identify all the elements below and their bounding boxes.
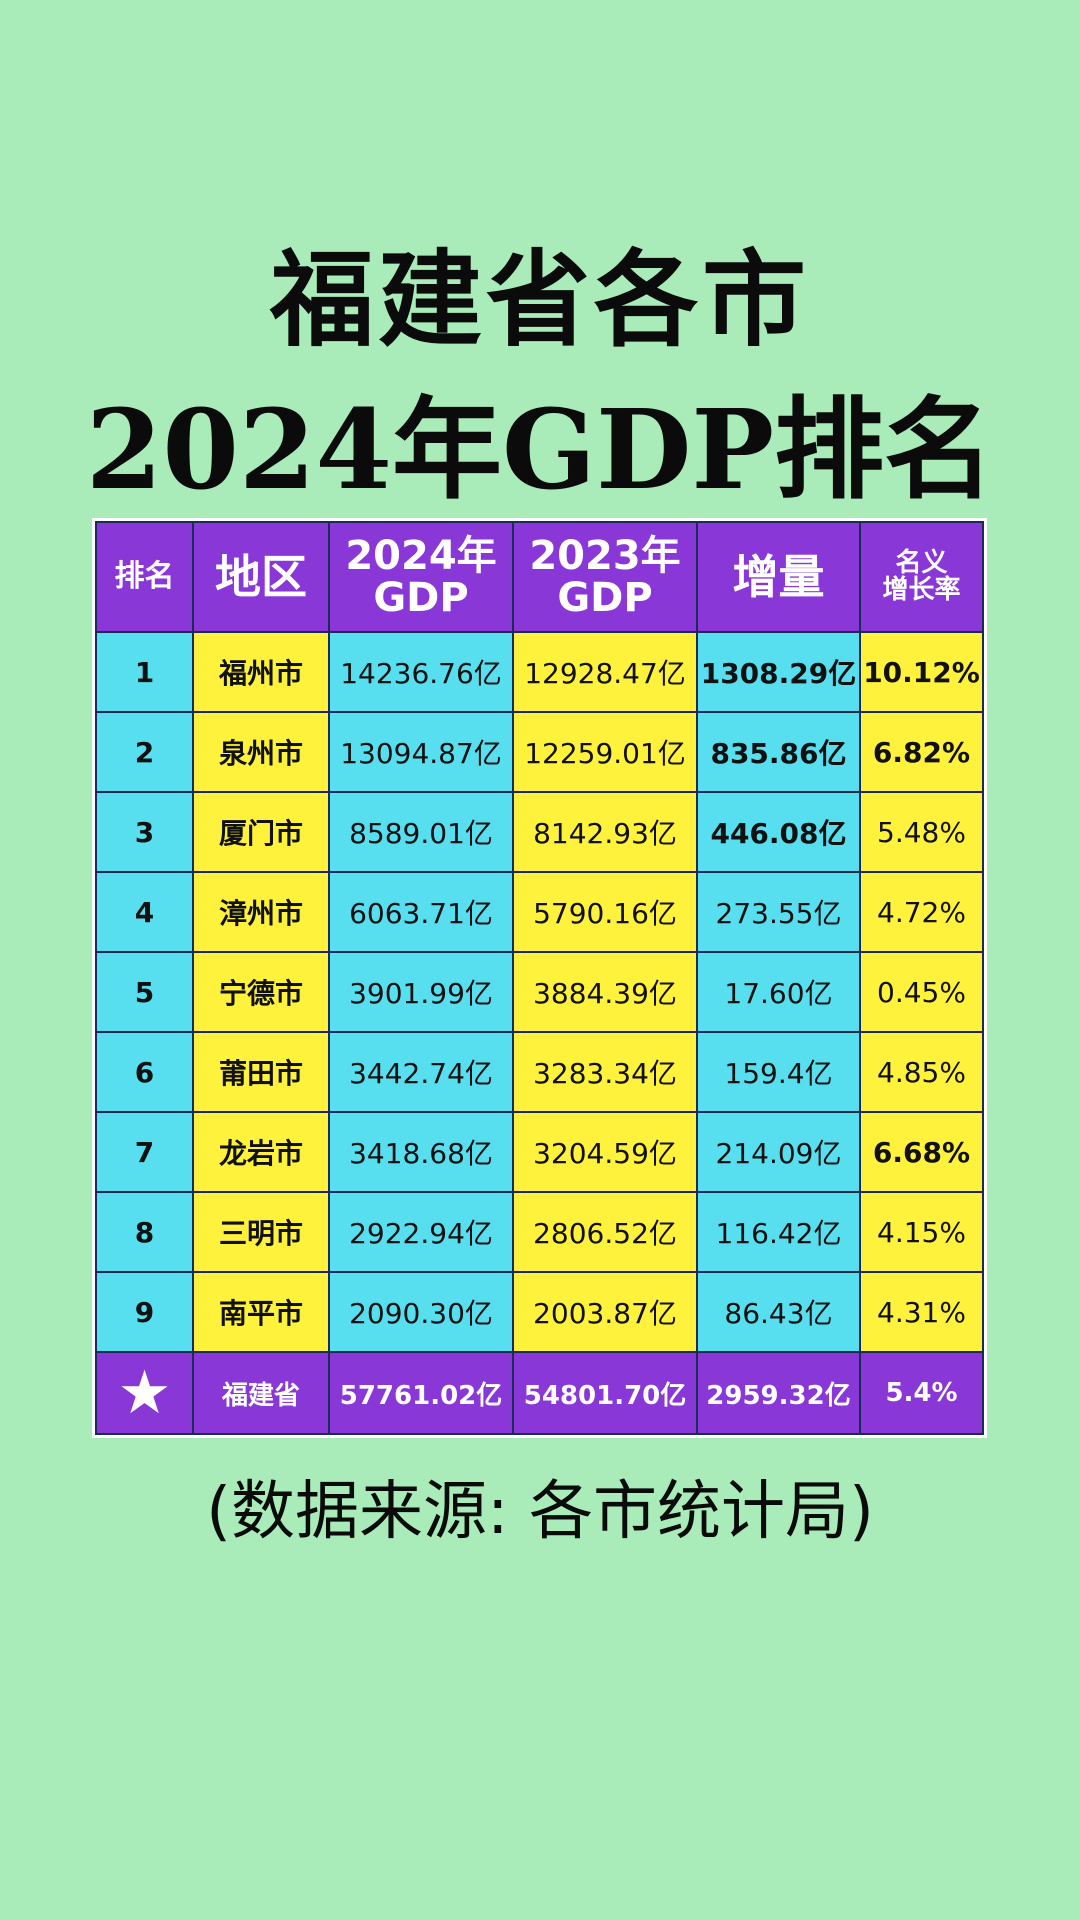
header-region: 地区 bbox=[192, 521, 330, 633]
total-growth: 5.4% bbox=[859, 1351, 984, 1435]
cell-region: 宁德市 bbox=[192, 951, 330, 1033]
total-gdp-2024: 57761.02亿 bbox=[328, 1351, 514, 1435]
gdp-table-container: 排名 地区 2024年 GDP 2023年 GDP 增量 名义 增长率 1 福州市… bbox=[92, 518, 987, 1438]
cell-gdp-2024: 3901.99亿 bbox=[328, 951, 514, 1033]
cell-growth: 4.85% bbox=[859, 1031, 984, 1113]
header-gdp-2024: 2024年 GDP bbox=[328, 521, 514, 633]
title-line-1: 福建省各市 bbox=[269, 238, 810, 361]
cell-growth: 0.45% bbox=[859, 951, 984, 1033]
table-row: 4 漳州市 6063.71亿 5790.16亿 273.55亿 4.72% bbox=[95, 871, 984, 953]
cell-gdp-2024: 3418.68亿 bbox=[328, 1111, 514, 1193]
cell-growth: 10.12% bbox=[859, 631, 984, 713]
table-header-row: 排名 地区 2024年 GDP 2023年 GDP 增量 名义 增长率 bbox=[95, 521, 984, 633]
cell-rank: 9 bbox=[95, 1271, 194, 1353]
total-increase: 2959.32亿 bbox=[696, 1351, 861, 1435]
table-row: 3 厦门市 8589.01亿 8142.93亿 446.08亿 5.48% bbox=[95, 791, 984, 873]
header-growth: 名义 增长率 bbox=[859, 521, 984, 633]
cell-rank: 8 bbox=[95, 1191, 194, 1273]
cell-increase: 1308.29亿 bbox=[696, 631, 861, 713]
cell-gdp-2023: 12259.01亿 bbox=[512, 711, 698, 793]
table-row: 7 龙岩市 3418.68亿 3204.59亿 214.09亿 6.68% bbox=[95, 1111, 984, 1193]
cell-region: 三明市 bbox=[192, 1191, 330, 1273]
cell-growth: 4.72% bbox=[859, 871, 984, 953]
cell-region: 南平市 bbox=[192, 1271, 330, 1353]
cell-growth: 5.48% bbox=[859, 791, 984, 873]
cell-increase: 17.60亿 bbox=[696, 951, 861, 1033]
cell-region: 莆田市 bbox=[192, 1031, 330, 1113]
cell-gdp-2023: 3283.34亿 bbox=[512, 1031, 698, 1113]
cell-gdp-2023: 3204.59亿 bbox=[512, 1111, 698, 1193]
cell-increase: 86.43亿 bbox=[696, 1271, 861, 1353]
table-total-row: ★ 福建省 57761.02亿 54801.70亿 2959.32亿 5.4% bbox=[95, 1351, 984, 1435]
header-gdp-2024-line1: 2024年 bbox=[345, 533, 497, 579]
total-gdp-2023: 54801.70亿 bbox=[512, 1351, 698, 1435]
gdp-table: 排名 地区 2024年 GDP 2023年 GDP 增量 名义 增长率 1 福州市… bbox=[95, 521, 984, 1435]
cell-growth: 4.31% bbox=[859, 1271, 984, 1353]
header-gdp-2023: 2023年 GDP bbox=[512, 521, 698, 633]
table-row: 9 南平市 2090.30亿 2003.87亿 86.43亿 4.31% bbox=[95, 1271, 984, 1353]
cell-increase: 446.08亿 bbox=[696, 791, 861, 873]
cell-gdp-2024: 8589.01亿 bbox=[328, 791, 514, 873]
total-star: ★ bbox=[95, 1351, 194, 1435]
header-gdp-2023-line2: GDP bbox=[557, 575, 653, 621]
cell-region: 漳州市 bbox=[192, 871, 330, 953]
title-line-2: 2024年GDP排名 bbox=[85, 385, 995, 514]
header-gdp-2024-line2: GDP bbox=[373, 575, 469, 621]
cell-rank: 7 bbox=[95, 1111, 194, 1193]
header-growth-line2: 增长率 bbox=[882, 575, 961, 605]
cell-gdp-2023: 8142.93亿 bbox=[512, 791, 698, 873]
cell-increase: 116.42亿 bbox=[696, 1191, 861, 1273]
cell-gdp-2023: 2806.52亿 bbox=[512, 1191, 698, 1273]
cell-gdp-2024: 3442.74亿 bbox=[328, 1031, 514, 1113]
table-row: 8 三明市 2922.94亿 2806.52亿 116.42亿 4.15% bbox=[95, 1191, 984, 1273]
cell-growth: 6.68% bbox=[859, 1111, 984, 1193]
cell-gdp-2024: 6063.71亿 bbox=[328, 871, 514, 953]
header-rank: 排名 bbox=[95, 521, 194, 633]
table-row: 5 宁德市 3901.99亿 3884.39亿 17.60亿 0.45% bbox=[95, 951, 984, 1033]
cell-rank: 3 bbox=[95, 791, 194, 873]
cell-gdp-2023: 12928.47亿 bbox=[512, 631, 698, 713]
table-row: 6 莆田市 3442.74亿 3283.34亿 159.4亿 4.85% bbox=[95, 1031, 984, 1113]
cell-gdp-2023: 3884.39亿 bbox=[512, 951, 698, 1033]
cell-growth: 4.15% bbox=[859, 1191, 984, 1273]
cell-region: 福州市 bbox=[192, 631, 330, 713]
source-note: (数据来源: 各市统计局) bbox=[206, 1475, 874, 1549]
cell-region: 厦门市 bbox=[192, 791, 330, 873]
cell-increase: 273.55亿 bbox=[696, 871, 861, 953]
cell-gdp-2024: 2090.30亿 bbox=[328, 1271, 514, 1353]
cell-increase: 159.4亿 bbox=[696, 1031, 861, 1113]
cell-gdp-2023: 2003.87亿 bbox=[512, 1271, 698, 1353]
cell-region: 龙岩市 bbox=[192, 1111, 330, 1193]
table-row: 2 泉州市 13094.87亿 12259.01亿 835.86亿 6.82% bbox=[95, 711, 984, 793]
cell-rank: 5 bbox=[95, 951, 194, 1033]
cell-rank: 2 bbox=[95, 711, 194, 793]
cell-gdp-2024: 13094.87亿 bbox=[328, 711, 514, 793]
cell-increase: 835.86亿 bbox=[696, 711, 861, 793]
header-increase: 增量 bbox=[696, 521, 861, 633]
total-region: 福建省 bbox=[192, 1351, 330, 1435]
cell-rank: 6 bbox=[95, 1031, 194, 1113]
cell-region: 泉州市 bbox=[192, 711, 330, 793]
cell-gdp-2024: 2922.94亿 bbox=[328, 1191, 514, 1273]
cell-rank: 4 bbox=[95, 871, 194, 953]
cell-increase: 214.09亿 bbox=[696, 1111, 861, 1193]
header-gdp-2023-line1: 2023年 bbox=[529, 533, 681, 579]
cell-gdp-2024: 14236.76亿 bbox=[328, 631, 514, 713]
table-row: 1 福州市 14236.76亿 12928.47亿 1308.29亿 10.12% bbox=[95, 631, 984, 713]
cell-growth: 6.82% bbox=[859, 711, 984, 793]
star-icon: ★ bbox=[117, 1358, 172, 1428]
header-growth-line1: 名义 bbox=[895, 547, 948, 578]
cell-gdp-2023: 5790.16亿 bbox=[512, 871, 698, 953]
cell-rank: 1 bbox=[95, 631, 194, 713]
